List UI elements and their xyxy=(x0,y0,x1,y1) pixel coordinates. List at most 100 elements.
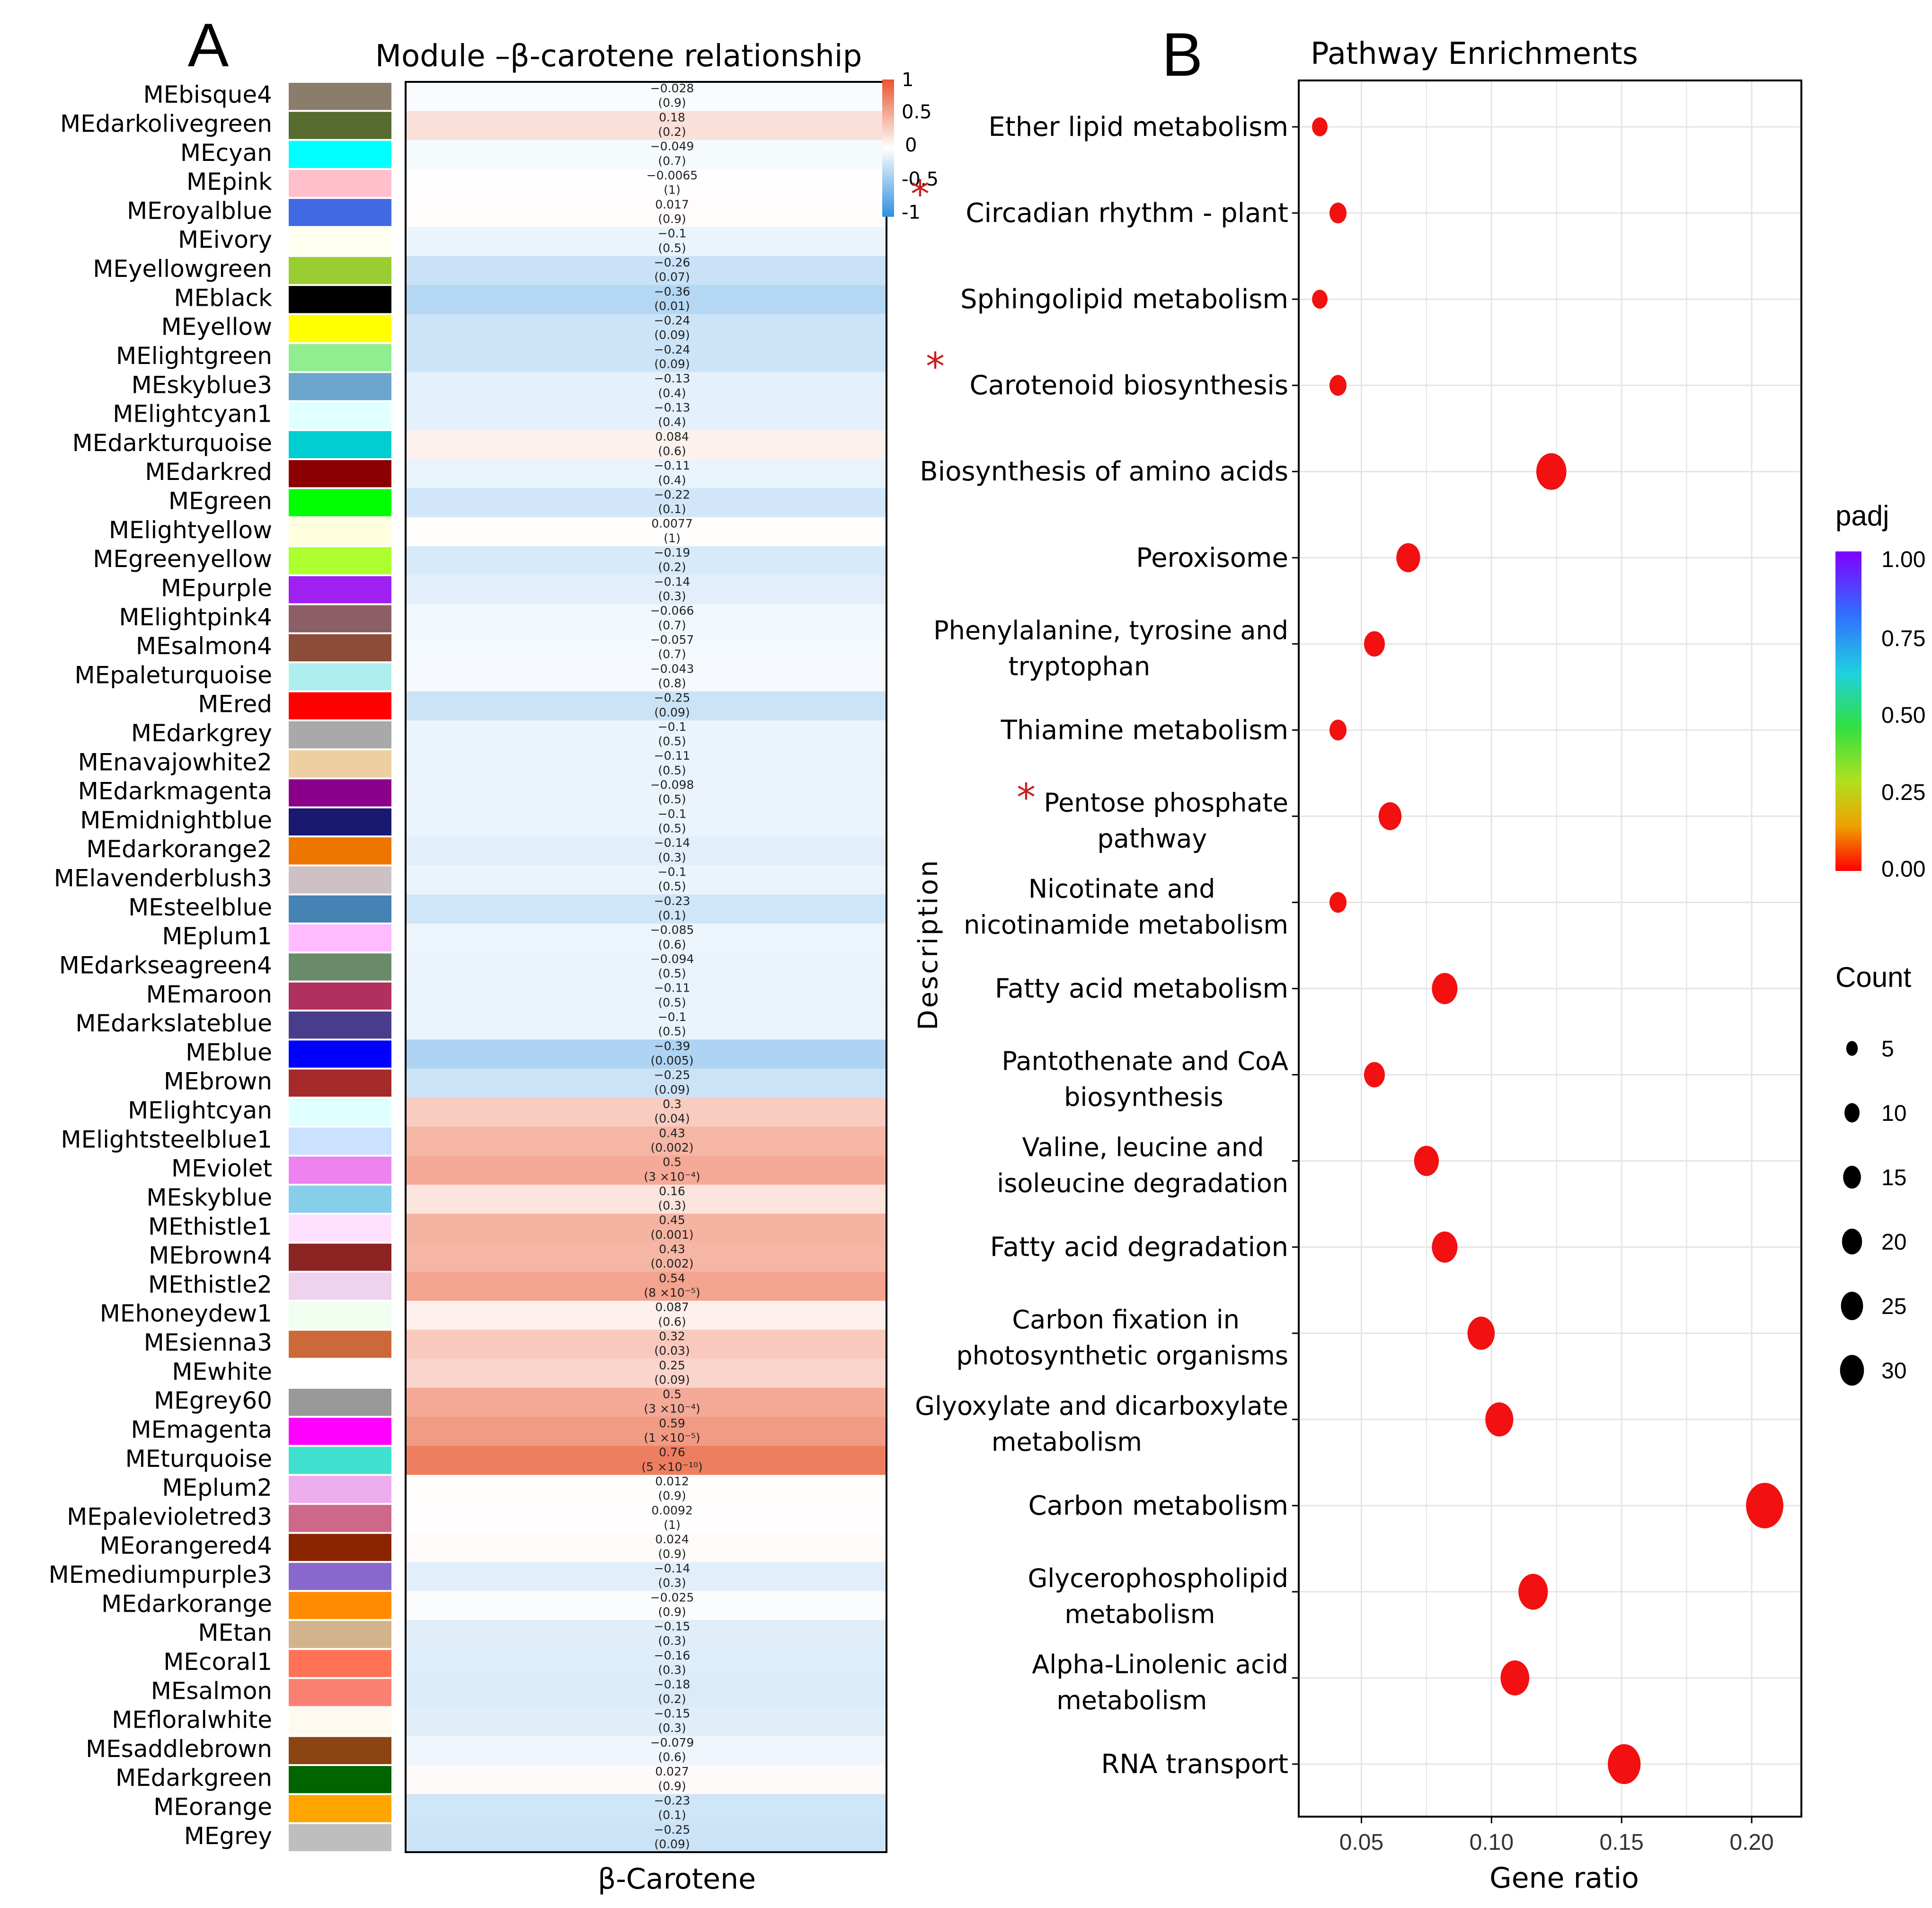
heatmap-cell xyxy=(406,1474,886,1504)
heatmap-cell xyxy=(406,1097,886,1127)
cell-pvalue: (1) xyxy=(664,531,680,545)
heatmap-cell xyxy=(406,459,886,488)
cell-correlation: −0.15 xyxy=(654,1707,691,1721)
module-swatch xyxy=(289,692,391,719)
module-label: MEmidnightblue xyxy=(80,807,272,834)
heatmap-cell xyxy=(406,1155,886,1185)
pathway-point xyxy=(1608,1744,1641,1784)
dotplot-panel xyxy=(1298,80,1802,1818)
module-swatch xyxy=(289,605,391,632)
heatmap-cell xyxy=(406,981,886,1011)
cell-correlation: 0.18 xyxy=(659,110,685,124)
module-label: MEroyalblue xyxy=(127,197,272,224)
heatmap-cell xyxy=(406,488,886,518)
cell-pvalue: (8 ×10⁻⁵) xyxy=(644,1286,700,1299)
significance-star: * xyxy=(911,172,930,216)
heatmap-cell xyxy=(406,1591,886,1621)
cell-correlation: −0.0065 xyxy=(647,169,698,182)
cell-correlation: −0.028 xyxy=(650,81,694,95)
heatmap-cell xyxy=(406,1358,886,1388)
module-swatch xyxy=(289,1562,391,1590)
pathway-label: Pentose phosphate pathway xyxy=(1044,788,1288,853)
x-axis-ticks: 0.05 0.10 0.15 0.20 xyxy=(1339,1817,1774,1855)
heatmap-cell xyxy=(406,430,886,460)
cell-correlation: −0.22 xyxy=(654,488,691,501)
dotplot-xlabel: Gene ratio xyxy=(1489,1862,1639,1895)
pathway-label: Fatty acid metabolism xyxy=(995,974,1288,1004)
cell-pvalue: (0.3) xyxy=(658,589,686,603)
module-label: MEgrey60 xyxy=(154,1387,272,1414)
heatmap-cell xyxy=(406,1039,886,1069)
heatmap-cell-texts: −0.028(0.9)0.18(0.2)−0.049(0.7)−0.0065(1… xyxy=(641,81,702,1851)
panel-a: A Module –β-carotene relationship MEbisq… xyxy=(49,10,939,1896)
pathway-point xyxy=(1518,1573,1548,1610)
cell-correlation: −0.11 xyxy=(654,981,691,995)
module-swatch xyxy=(289,1737,391,1765)
cell-pvalue: (0.9) xyxy=(658,1605,686,1619)
cell-pvalue: (0.6) xyxy=(658,1315,686,1329)
heatmap-cell xyxy=(406,633,886,663)
count-legend-dot xyxy=(1840,1355,1864,1386)
pathway-point xyxy=(1329,892,1347,913)
cell-pvalue: (0.09) xyxy=(654,1083,690,1096)
cell-pvalue: (0.7) xyxy=(658,648,686,661)
module-label: MEmagenta xyxy=(131,1416,272,1443)
count-legend-dot xyxy=(1843,1165,1861,1189)
heatmap-cell xyxy=(406,517,886,547)
module-label: MElightcyan xyxy=(128,1097,272,1124)
module-label: MEdarkred xyxy=(145,458,272,486)
heatmap-cell xyxy=(406,1823,886,1853)
padj-colorbar xyxy=(1835,551,1861,871)
cell-correlation: −0.15 xyxy=(654,1620,691,1633)
module-label: MEyellow xyxy=(161,313,272,341)
cell-pvalue: (0.9) xyxy=(658,1489,686,1503)
module-swatch xyxy=(289,1418,391,1445)
pathway-point xyxy=(1364,631,1385,657)
module-swatch xyxy=(289,663,391,691)
significance-stars: * * * xyxy=(911,172,1036,819)
heatmap-cell xyxy=(406,1446,886,1475)
module-swatch xyxy=(289,779,391,807)
pathway-label: Sphingolipid metabolism xyxy=(960,284,1288,315)
heatmap-cell xyxy=(406,285,886,315)
count-legend-label: 20 xyxy=(1881,1230,1906,1255)
cell-correlation: −0.36 xyxy=(654,284,691,298)
padj-legend: padj 1.00 0.75 0.50 0.25 0.00 xyxy=(1835,500,1925,882)
module-label: MElightsteelblue1 xyxy=(61,1126,272,1153)
module-label: MEblack xyxy=(174,284,272,311)
cell-correlation: −0.1 xyxy=(658,720,687,734)
cell-correlation: 0.012 xyxy=(655,1474,689,1488)
cell-correlation: 0.43 xyxy=(659,1242,685,1256)
heatmap-cell xyxy=(406,604,886,634)
module-label: MEpalevioletred3 xyxy=(67,1503,272,1530)
significance-star: * xyxy=(1017,775,1036,819)
pathway-point xyxy=(1378,802,1402,830)
heatmap-cell xyxy=(406,952,886,982)
module-swatch xyxy=(289,1505,391,1532)
module-label: MEpurple xyxy=(161,574,272,602)
pathway-points xyxy=(1312,117,1783,1784)
cell-correlation: −0.066 xyxy=(650,604,694,618)
cell-pvalue: (0.2) xyxy=(658,560,686,574)
module-label: MEcoral1 xyxy=(163,1648,272,1676)
x-tick-label: 0.10 xyxy=(1470,1830,1514,1855)
module-swatch xyxy=(289,83,391,110)
module-swatch xyxy=(289,1650,391,1677)
cell-correlation: −0.11 xyxy=(654,459,691,472)
module-label: MEyellowgreen xyxy=(93,255,272,283)
cell-correlation: 0.027 xyxy=(655,1765,689,1778)
module-label: MEnavajowhite2 xyxy=(78,748,272,776)
padj-title: padj xyxy=(1835,500,1889,532)
module-label: MEdarkseagreen4 xyxy=(59,951,272,979)
cell-correlation: −0.1 xyxy=(658,865,687,879)
cell-pvalue: (0.001) xyxy=(650,1228,693,1242)
cell-correlation: −0.043 xyxy=(650,662,694,675)
module-swatch xyxy=(289,1592,391,1619)
pathway-label: Alpha-Linolenic acid metabolism xyxy=(1032,1650,1288,1715)
count-legend-label: 25 xyxy=(1881,1294,1906,1319)
count-legend-dot xyxy=(1841,1292,1863,1320)
pathway-point xyxy=(1364,1062,1385,1088)
x-tick-label: 0.05 xyxy=(1339,1830,1383,1855)
dotplot-ylabel: Description xyxy=(913,859,944,1030)
count-legend: Count 5 10 15 20 25 30 xyxy=(1835,961,1911,1386)
